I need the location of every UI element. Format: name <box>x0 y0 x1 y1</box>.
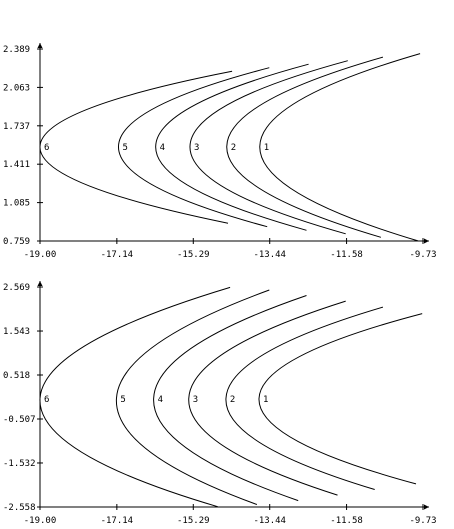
top-y-tick-label: 1.085 <box>3 199 30 209</box>
top-series-label-6: 6 <box>44 143 49 153</box>
bottom-x-tick-label: -15.29 <box>177 516 210 526</box>
top-series-label-4: 4 <box>160 143 165 153</box>
top-x-tick-label: -11.58 <box>330 250 363 260</box>
bottom-series-curve-3 <box>188 300 346 496</box>
top-series-label-2: 2 <box>231 143 236 153</box>
bottom-y-tick-label: 2.569 <box>3 283 30 293</box>
bottom-x-tick-label: -19.00 <box>24 516 57 526</box>
top-series-label-1: 1 <box>264 143 269 153</box>
bottom-y-axis-arrow-icon <box>37 281 43 286</box>
bottom-series-label-1: 1 <box>263 395 268 405</box>
bottom-x-tick-label: -9.73 <box>409 516 436 526</box>
top-series-label-3: 3 <box>194 143 199 153</box>
bottom-chart-panel: -19.00 -17.14 -15.29 -13.44 -11.58 -9.73 -2.55… <box>3 281 437 526</box>
top-x-tick-label: -15.29 <box>177 250 210 260</box>
bottom-y-tick-label: -0.507 <box>3 415 36 425</box>
top-x-tick-label: -13.44 <box>253 250 286 260</box>
bottom-series-label-5: 5 <box>120 395 125 405</box>
bottom-series-curve-1 <box>258 313 423 485</box>
top-x-tick-label: -19.00 <box>24 250 57 260</box>
top-y-tick-label: 1.737 <box>3 122 30 132</box>
bottom-series-curve-4 <box>153 295 307 502</box>
bottom-x-axis-arrow-icon <box>424 504 429 510</box>
top-y-tick-label: 2.063 <box>3 83 30 93</box>
top-series-curve-3 <box>189 60 348 235</box>
top-y-tick-label: 1.411 <box>3 160 30 170</box>
bottom-series-label-6: 6 <box>44 395 49 405</box>
top-y-tick-label: 2.389 <box>3 45 30 55</box>
top-series-label-5: 5 <box>123 143 128 153</box>
bottom-x-tick-label: -11.58 <box>330 516 363 526</box>
bottom-y-tick-label: 1.543 <box>3 327 30 337</box>
bottom-x-tick-label: -13.44 <box>253 516 286 526</box>
bottom-y-tick-label: -2.558 <box>3 503 36 513</box>
top-x-tick-label: -17.14 <box>101 250 134 260</box>
bottom-y-tick-label: -1.532 <box>3 459 36 469</box>
top-series-curve-5 <box>117 67 270 228</box>
top-series-curve-2 <box>226 56 384 238</box>
top-x-axis-arrow-icon <box>424 238 429 244</box>
top-series-curve-1 <box>259 53 421 242</box>
top-y-tick-label: 0.759 <box>3 237 30 247</box>
bottom-series-curve-6 <box>39 286 231 508</box>
top-y-axis-arrow-icon <box>37 43 43 48</box>
top-chart-panel: -19.00 -17.14 -15.29 -13.44 -11.58 -9.73 0.759… <box>3 43 437 260</box>
top-series-curve-4 <box>155 63 309 231</box>
top-x-tick-label: -9.73 <box>409 250 436 260</box>
top-series-curve-6 <box>39 70 233 224</box>
bottom-x-tick-label: -17.14 <box>101 516 134 526</box>
bottom-series-curve-5 <box>115 289 270 505</box>
bottom-series-curve-2 <box>225 306 384 490</box>
bottom-y-tick-label: 0.518 <box>3 371 30 381</box>
bottom-series-label-3: 3 <box>193 395 198 405</box>
bottom-series-label-2: 2 <box>230 395 235 405</box>
bottom-series-label-4: 4 <box>158 395 163 405</box>
